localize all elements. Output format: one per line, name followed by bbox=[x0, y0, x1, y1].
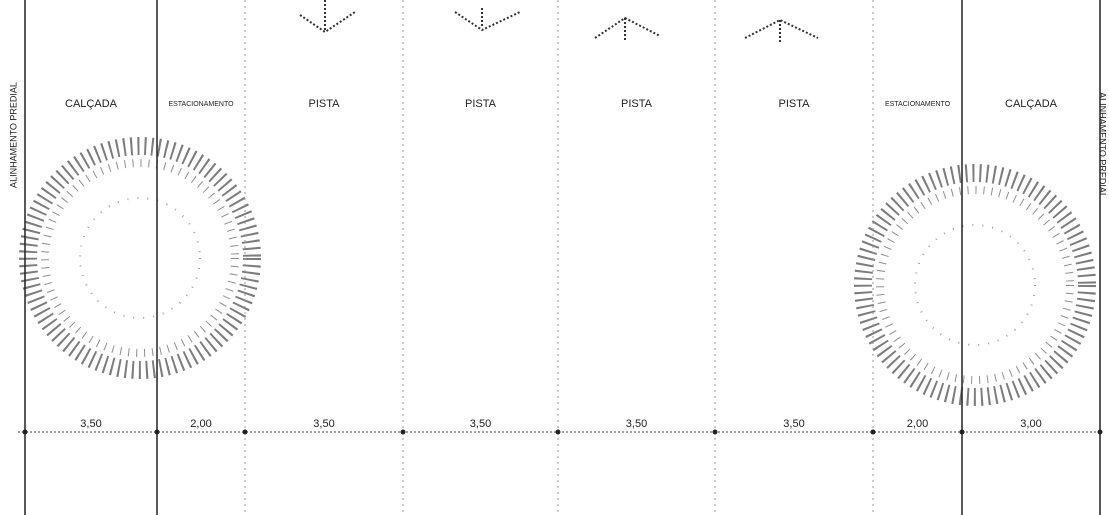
zone-width: 3,00 bbox=[1020, 418, 1041, 430]
dimension-tick bbox=[959, 429, 965, 435]
alignment-label: ALINHAMENTO PREDIAL bbox=[8, 82, 18, 188]
dimension-tick bbox=[22, 429, 28, 435]
zone-width: 2,00 bbox=[907, 418, 928, 430]
zone-width: 2,00 bbox=[190, 418, 211, 430]
zone-label: PISTA bbox=[309, 98, 341, 110]
dimension-tick bbox=[870, 429, 876, 435]
zone-width: 3,50 bbox=[470, 418, 491, 430]
dimension-tick bbox=[712, 429, 718, 435]
zone-label: ESTACIONAMENTO bbox=[885, 101, 951, 108]
zone-label: CALÇADA bbox=[65, 98, 118, 110]
zone-label: ESTACIONAMENTO bbox=[168, 101, 234, 108]
zone-label: PISTA bbox=[779, 98, 811, 110]
zone-label: CALÇADA bbox=[1005, 98, 1058, 110]
zone-width: 3,50 bbox=[626, 418, 647, 430]
alignment-label: ALINHAMENTO PREDIAL bbox=[1098, 92, 1108, 198]
dimension-tick bbox=[400, 429, 406, 435]
dimension-tick bbox=[242, 429, 248, 435]
dimension-tick bbox=[154, 429, 160, 435]
tree-right bbox=[854, 164, 1096, 406]
dimension-tick bbox=[555, 429, 561, 435]
zone-width: 3,50 bbox=[313, 418, 334, 430]
direction-arrows bbox=[299, 0, 819, 42]
zone-width: 3,50 bbox=[80, 418, 101, 430]
tree-left bbox=[19, 137, 261, 379]
dimension-tick bbox=[1097, 429, 1103, 435]
zone-label: PISTA bbox=[465, 98, 497, 110]
zone-label: PISTA bbox=[621, 98, 653, 110]
zone-width: 3,50 bbox=[783, 418, 804, 430]
